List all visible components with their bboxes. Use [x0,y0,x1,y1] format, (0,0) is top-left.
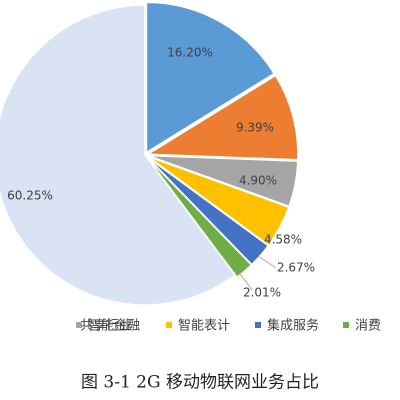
leader-line [257,255,277,269]
pie-slice [0,4,237,306]
chart-title: 图 3-1 2G 移动物联网业务占比 [81,373,319,393]
data-label: 4.90% [239,174,277,188]
legend-label: 智能表计 [178,319,230,334]
pie-slice [145,74,299,161]
pie-slice [147,154,299,208]
leader-line [239,273,253,291]
legend-label: 共享行业 [80,318,132,334]
leader-line [264,231,273,241]
data-label: 60.25% [7,189,53,203]
legend-label: 智能金融 [88,318,140,334]
legend-marker [255,322,261,328]
legend-marker [343,322,349,328]
legend-label: 消费 [355,319,381,334]
pie-slice [146,156,253,279]
data-label: 2.01% [243,286,281,300]
legend-marker [76,322,82,328]
data-label: 4.58% [264,233,302,247]
legend-marker [166,322,172,328]
pie-slice [145,1,276,154]
legend-label: 集成服务 [267,318,319,334]
data-label: 9.39% [236,121,274,135]
data-label: 16.20% [167,46,213,60]
data-label: 2.67% [277,261,315,275]
